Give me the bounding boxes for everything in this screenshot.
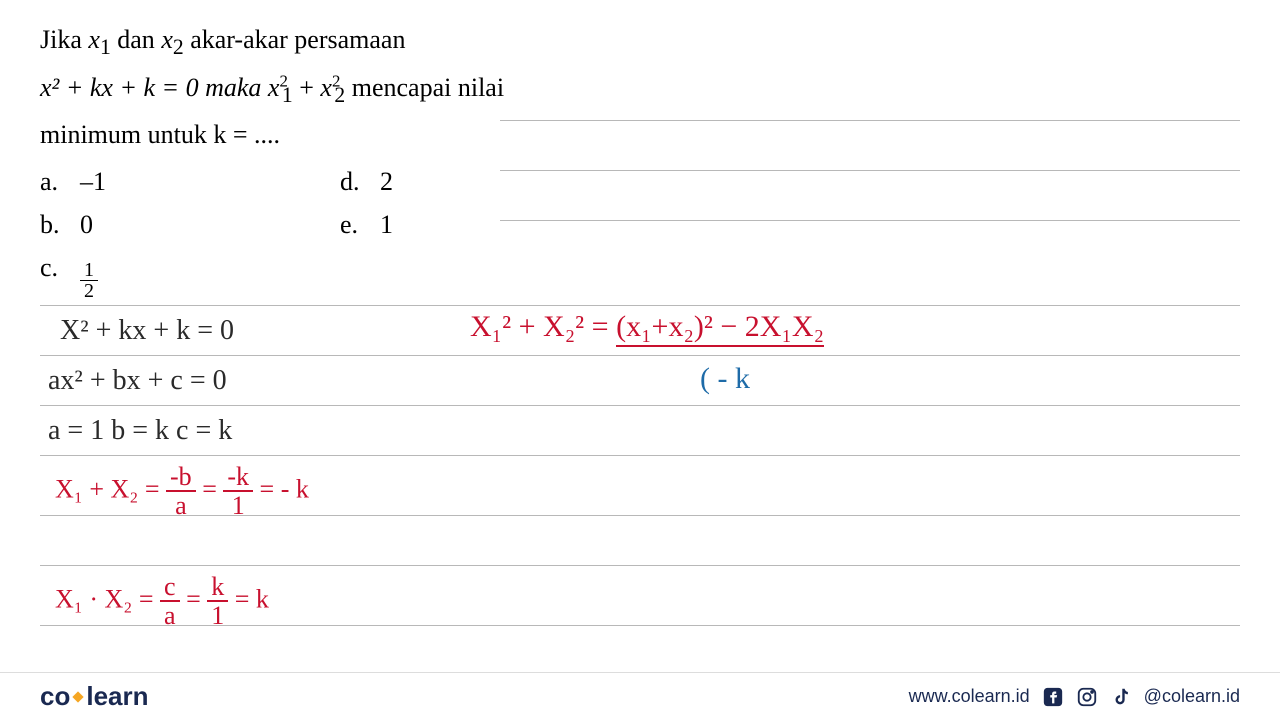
text: = k xyxy=(228,584,269,613)
handwriting-identity: X₁² + X₂² = (x₁+x₂)² − 2X₁X₂ xyxy=(470,310,824,344)
ruled-line xyxy=(500,220,1240,221)
text: X₁ · X₂ = xyxy=(55,584,160,613)
sub: 1 xyxy=(282,83,293,107)
facebook-icon xyxy=(1042,686,1064,708)
fraction: k1 xyxy=(207,575,228,628)
tiktok-icon xyxy=(1110,686,1132,708)
text: = xyxy=(180,584,208,613)
question-line-1: Jika x1 dan x2 akar-akar persamaan xyxy=(40,20,1240,64)
logo-diamond-icon xyxy=(73,691,84,702)
question-line-2: x² + kx + k = 0 maka x21 + x22 mencapai … xyxy=(40,68,1240,112)
num: c xyxy=(160,575,180,602)
var: x xyxy=(320,73,332,102)
text: dan xyxy=(111,25,162,54)
instagram-icon xyxy=(1076,686,1098,708)
text: akar-akar persamaan xyxy=(184,25,406,54)
ruled-line xyxy=(500,170,1240,171)
var-x1: x xyxy=(88,25,100,54)
den: a xyxy=(171,492,191,517)
ruled-area: X² + kx + k = 0 ax² + bx + c = 0 a = 1 b… xyxy=(0,120,1280,672)
footer: co learn www.colearn.id @colearn.id xyxy=(0,672,1280,720)
den: a xyxy=(160,602,180,627)
ruled-line xyxy=(40,565,1240,566)
text: mencapai nilai xyxy=(345,73,504,102)
fraction: -ba xyxy=(166,465,196,518)
equation: x² + kx + k = 0 maka xyxy=(40,73,268,102)
fraction: ca xyxy=(160,575,180,628)
handwriting-sum: X₁ + X₂ = -ba = -k1 = - k xyxy=(55,465,309,518)
footer-handle: @colearn.id xyxy=(1144,686,1240,707)
ruled-line xyxy=(40,455,1240,456)
sub: 2 xyxy=(173,35,184,59)
identity-rhs: (x₁+x₂)² − 2X₁X₂ xyxy=(616,310,824,347)
logo-learn: learn xyxy=(86,681,148,712)
text: X₁² + X₂² = xyxy=(470,310,616,343)
colearn-logo: co learn xyxy=(40,681,149,712)
num: -k xyxy=(223,465,253,492)
ruled-line xyxy=(500,120,1240,121)
logo-co: co xyxy=(40,681,70,712)
sub: 1 xyxy=(100,35,111,59)
handwriting-eq3: a = 1 b = k c = k xyxy=(48,415,232,447)
handwriting-eq1: X² + kx + k = 0 xyxy=(60,315,234,347)
ruled-line xyxy=(40,405,1240,406)
footer-right: www.colearn.id @colearn.id xyxy=(909,686,1240,708)
text: X₁ + X₂ = xyxy=(55,474,166,503)
text: = - k xyxy=(253,474,309,503)
ruled-line xyxy=(40,355,1240,356)
footer-url: www.colearn.id xyxy=(909,686,1030,707)
text: = xyxy=(196,474,224,503)
handwriting-eq2: ax² + bx + c = 0 xyxy=(48,365,227,397)
handwriting-product: X₁ · X₂ = ca = k1 = k xyxy=(55,575,269,628)
var: x xyxy=(268,73,280,102)
den: 1 xyxy=(207,602,228,627)
sub: 2 xyxy=(334,83,345,107)
text: Jika xyxy=(40,25,88,54)
var-x2: x xyxy=(161,25,173,54)
ruled-line xyxy=(40,305,1240,306)
den: 1 xyxy=(228,492,249,517)
handwriting-blue: ( - k xyxy=(700,362,750,396)
num: k xyxy=(207,575,228,602)
num: -b xyxy=(166,465,196,492)
fraction: -k1 xyxy=(223,465,253,518)
text: + xyxy=(293,73,321,102)
